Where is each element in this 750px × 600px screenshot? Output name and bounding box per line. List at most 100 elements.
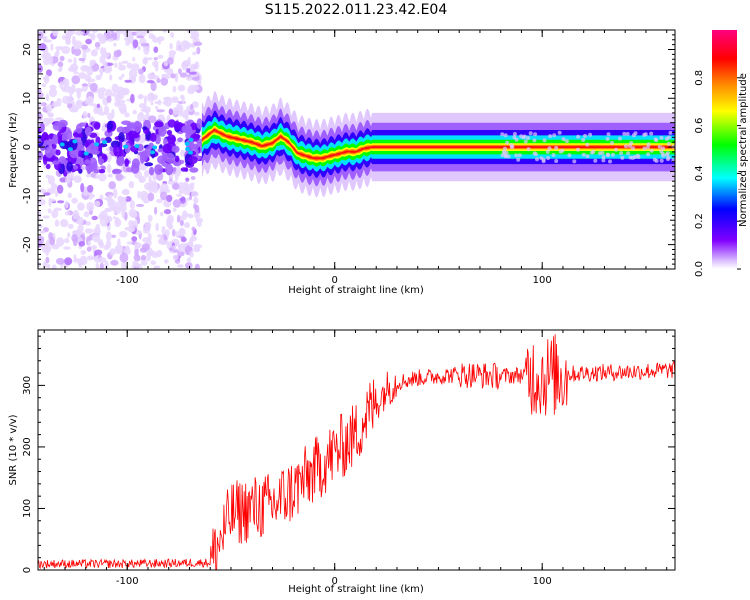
noise-blob xyxy=(113,42,117,47)
noise-blob xyxy=(193,203,197,210)
noise-blob xyxy=(128,220,134,227)
x-tick-label: -100 xyxy=(116,275,139,286)
noise-peak xyxy=(188,137,194,142)
noise-blob xyxy=(43,192,51,196)
y-tick-label: -10 xyxy=(22,188,33,204)
noise-band-blob xyxy=(39,122,45,133)
noise-blob xyxy=(140,108,148,112)
noise-blob xyxy=(179,220,184,227)
noise-blob xyxy=(193,41,203,46)
noise-blob xyxy=(160,183,169,192)
noise-blob xyxy=(77,224,84,233)
noise-band-blob xyxy=(52,134,59,145)
noise-peak xyxy=(185,147,191,151)
noise-blob xyxy=(50,43,54,51)
noise-blob xyxy=(166,214,174,224)
noise-blob xyxy=(82,111,88,119)
noise-peak xyxy=(188,150,193,155)
ridge-fuzz xyxy=(533,132,538,137)
ridge-fuzz xyxy=(664,152,669,157)
ridge-fuzz xyxy=(558,149,563,154)
noise-blob xyxy=(71,234,78,242)
noise-band-blob xyxy=(84,126,92,136)
noise-blob xyxy=(146,80,155,84)
noise-blob xyxy=(130,93,135,104)
ridge-fuzz xyxy=(506,154,511,159)
noise-band-blob xyxy=(120,155,125,164)
ridge-fuzz xyxy=(646,142,651,147)
colorbar: 0.0 0.2 0.4 0.6 0.8 Normalized spectral ampl… xyxy=(694,30,749,277)
noise-band-blob xyxy=(112,168,122,174)
snr-frame xyxy=(37,329,676,571)
figure-title: S115.2022.011.23.42.E04 xyxy=(265,2,448,18)
noise-blob xyxy=(150,94,158,101)
noise-blob xyxy=(182,41,191,50)
ridge-fuzz xyxy=(625,132,630,136)
noise-band-blob xyxy=(149,166,155,176)
noise-blob xyxy=(190,191,199,197)
noise-blob xyxy=(145,110,150,115)
noise-blob xyxy=(148,250,157,256)
noise-blob xyxy=(143,45,150,55)
ridge-fuzz xyxy=(666,141,671,146)
noise-blob xyxy=(156,198,163,204)
noise-band-blob xyxy=(165,163,174,176)
noise-blob xyxy=(71,197,78,204)
noise-blob xyxy=(105,231,112,242)
noise-blob xyxy=(99,68,104,73)
noise-blob xyxy=(153,46,159,53)
ridge-fuzz xyxy=(581,152,586,157)
noise-blob xyxy=(75,31,84,36)
noise-blob xyxy=(90,172,96,178)
noise-blob xyxy=(105,215,113,223)
noise-blob xyxy=(106,163,112,174)
noise-blob xyxy=(73,71,79,75)
noise-blob xyxy=(140,43,150,47)
noise-blob xyxy=(100,46,104,56)
noise-blob xyxy=(98,34,107,44)
noise-band-blob xyxy=(66,129,73,140)
ridge-fuzz xyxy=(561,137,566,142)
noise-band-blob xyxy=(166,129,173,136)
noise-blob xyxy=(141,243,150,251)
ridge-fuzz xyxy=(629,141,634,145)
noise-blob xyxy=(176,264,184,268)
noise-band-blob xyxy=(150,132,157,142)
ridge-band-5 xyxy=(201,125,675,163)
noise-blob xyxy=(59,219,69,228)
noise-blob xyxy=(191,76,200,81)
ridge-fuzz xyxy=(661,146,665,151)
ridge-fuzz xyxy=(500,153,505,158)
noise-blob xyxy=(118,99,126,104)
noise-blob xyxy=(39,230,46,234)
noise-blob xyxy=(77,202,85,211)
noise-blob xyxy=(64,200,69,209)
noise-blob xyxy=(140,254,147,262)
noise-blob xyxy=(68,94,73,105)
noise-blob xyxy=(129,200,135,210)
noise-blob xyxy=(136,203,145,208)
noise-blob xyxy=(142,226,151,234)
noise-blob xyxy=(111,234,116,238)
noise-peak xyxy=(134,144,140,149)
noise-band-blob xyxy=(127,122,137,128)
noise-blob xyxy=(78,72,87,79)
noise-blob xyxy=(190,103,194,110)
noise-blob xyxy=(175,231,179,238)
noise-blob xyxy=(118,62,123,66)
noise-band-blob xyxy=(107,120,114,131)
noise-blob xyxy=(42,261,48,268)
y-tick-label: 0 xyxy=(22,567,33,573)
noise-blob xyxy=(43,39,53,43)
noise-band-blob xyxy=(162,143,172,154)
noise-blob xyxy=(118,76,123,81)
noise-blob xyxy=(180,236,187,243)
ridge-fuzz xyxy=(535,157,539,162)
noise-blob xyxy=(54,219,60,227)
noise-blob xyxy=(131,77,136,82)
noise-band-blob xyxy=(128,130,138,139)
noise-blob xyxy=(95,47,100,51)
noise-blob xyxy=(172,229,176,237)
ridge-fuzz xyxy=(545,149,550,154)
noise-blob xyxy=(87,96,94,104)
